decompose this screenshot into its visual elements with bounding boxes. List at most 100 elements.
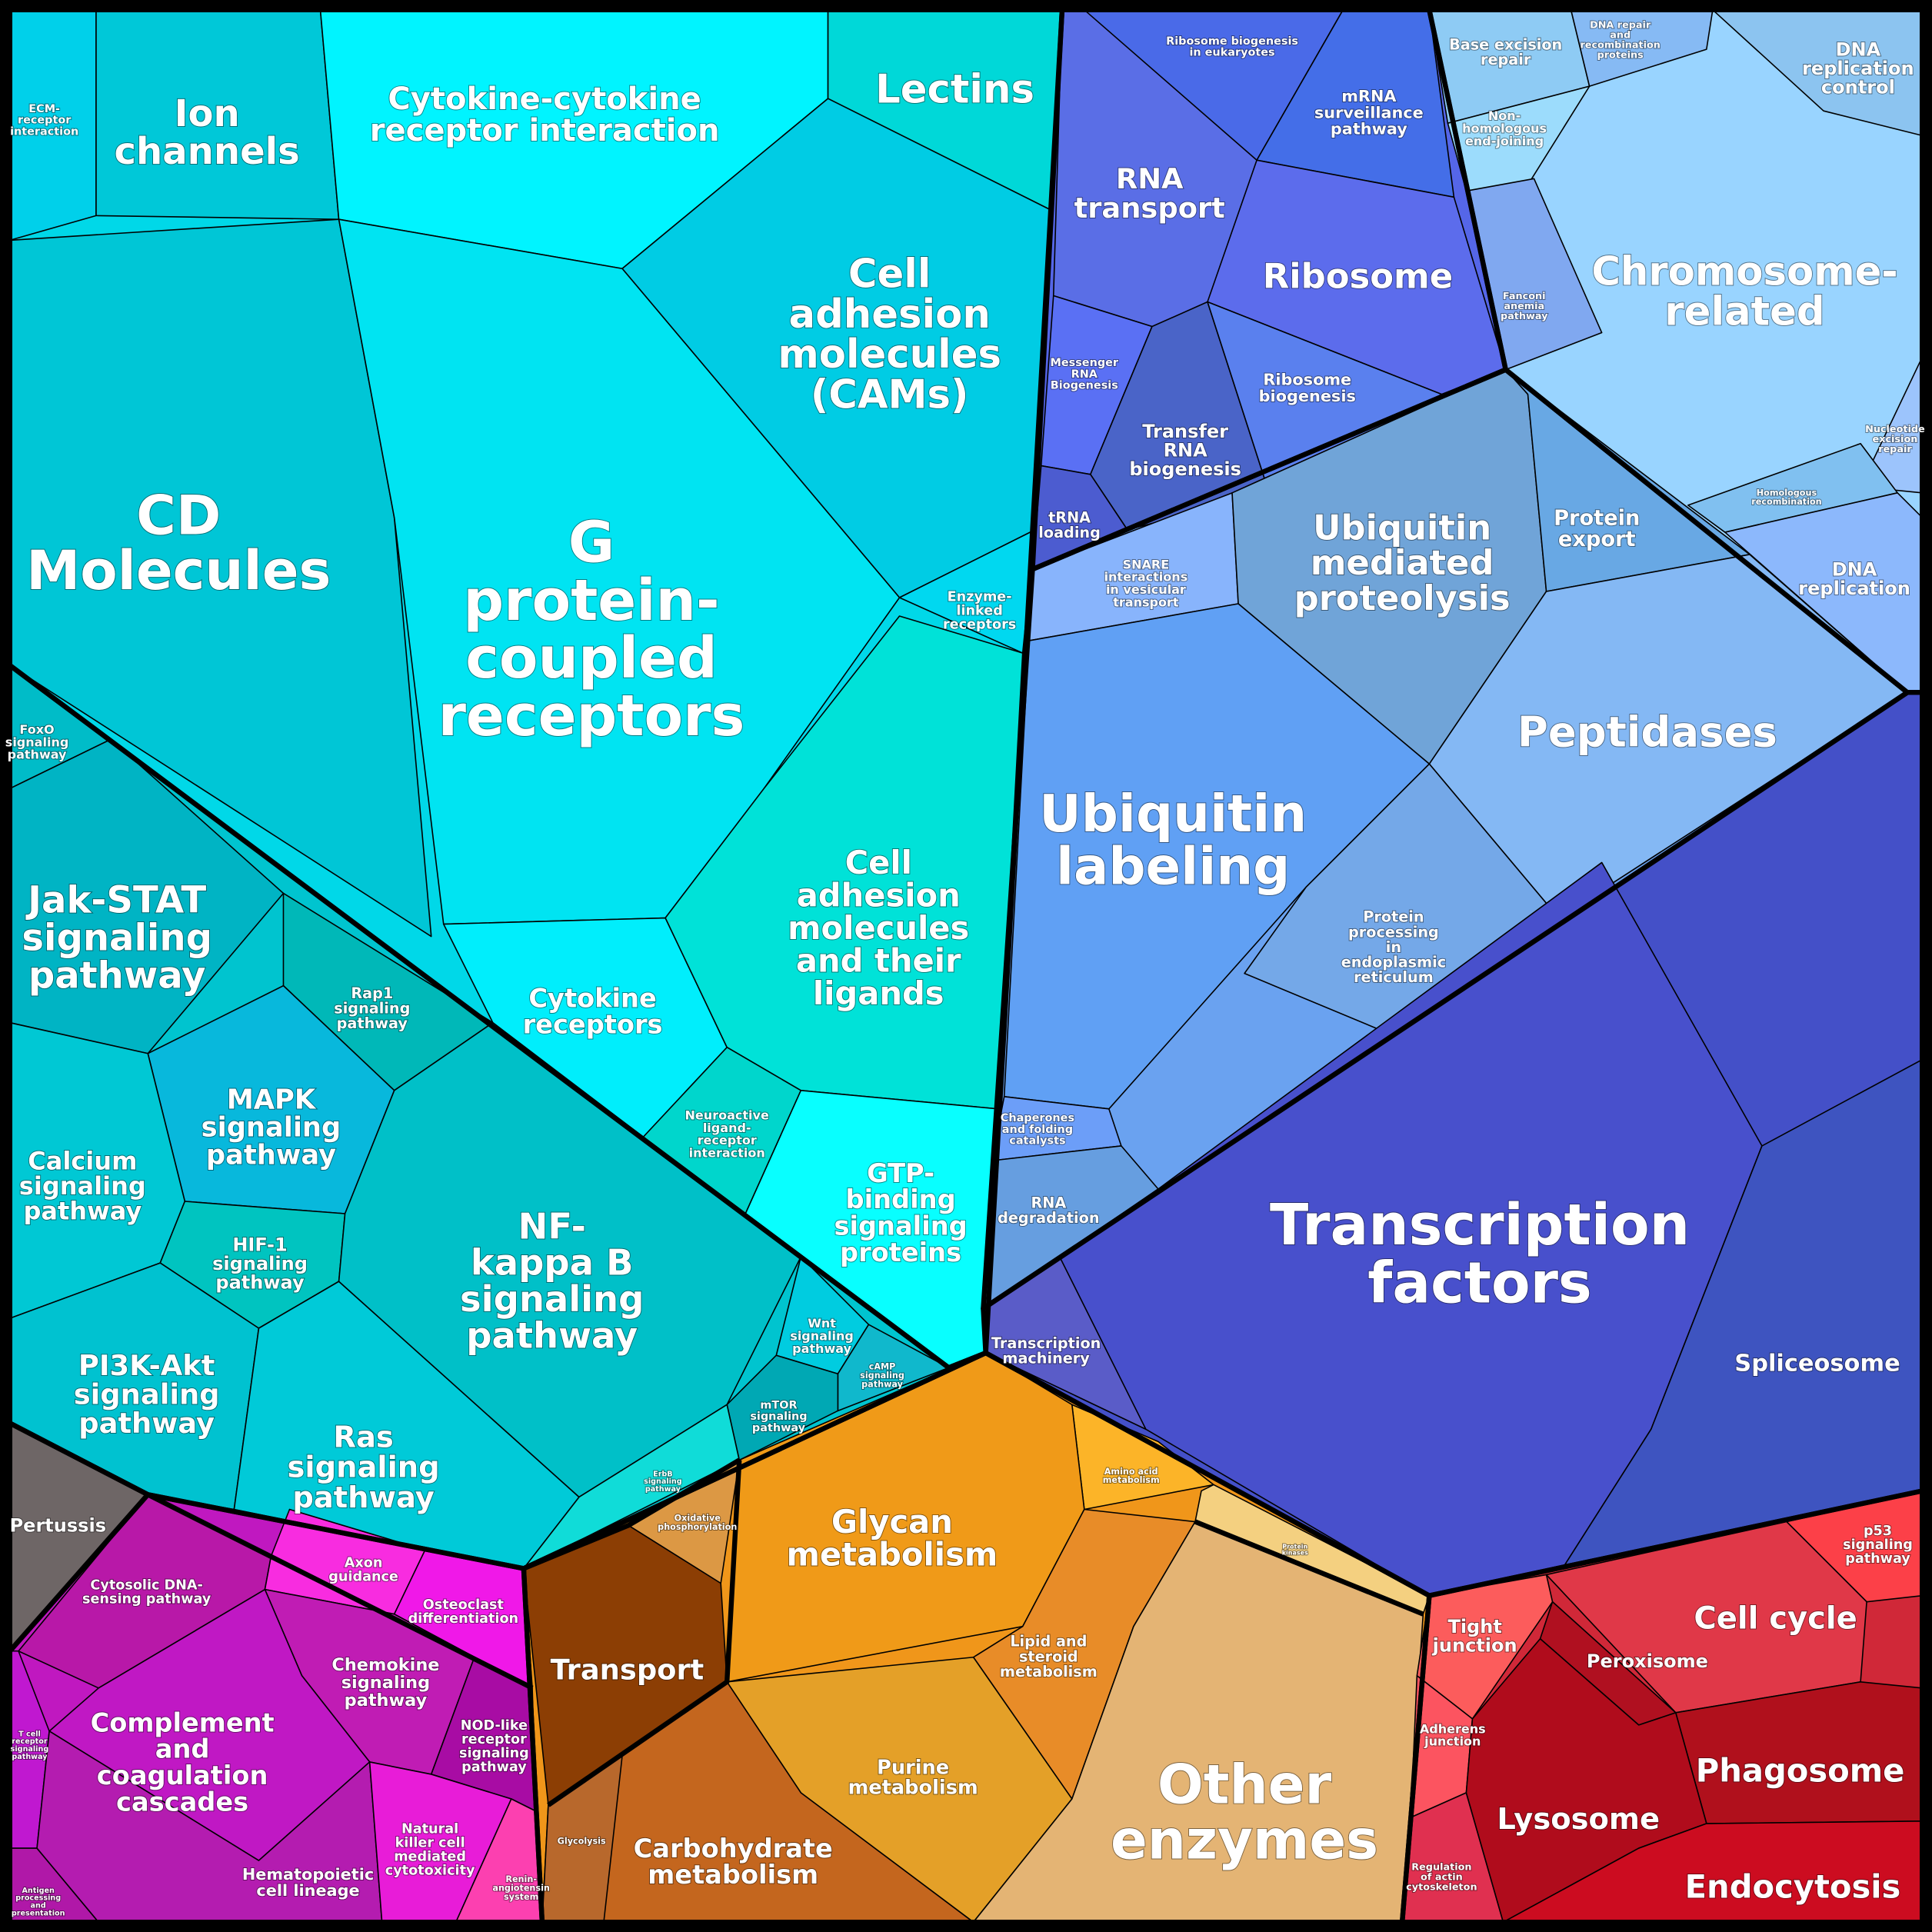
label-foxo: FoxO signaling pathway <box>5 722 69 762</box>
label-line: Cell <box>845 844 912 881</box>
label-line: ligands <box>813 974 944 1012</box>
label-protexp: Protein export <box>1554 506 1640 551</box>
label-line: Chaperones <box>1001 1112 1074 1124</box>
label-line: pathway <box>1501 311 1548 322</box>
label-line: processing <box>15 1894 61 1903</box>
label-line: molecules <box>778 331 1001 378</box>
label-camp: cAMP signaling pathway <box>860 1362 904 1390</box>
label-line: homologous <box>1462 122 1547 136</box>
label-hif: HIF-1 signaling pathway <box>212 1234 308 1293</box>
label-antigen: Antigen processing and presentation <box>12 1887 65 1917</box>
label-line: pathway <box>461 1760 527 1775</box>
label-line: pathway <box>345 1690 428 1710</box>
label-line: receptor <box>12 1737 48 1746</box>
label-ecm: ECM-receptor interaction <box>10 103 78 138</box>
label-axon: Axon guidance <box>328 1556 398 1585</box>
label-dnarepctl: DNA replication control <box>1802 38 1914 98</box>
label-line: biogenesis <box>1259 387 1356 405</box>
label-line: signaling <box>341 1673 430 1693</box>
label-line: Antigen <box>22 1887 55 1895</box>
label-line: NF- <box>518 1205 585 1247</box>
label-line: Carbohydrate <box>634 1834 833 1864</box>
label-line: Axon <box>345 1556 383 1571</box>
label-line: pathway <box>215 1271 305 1293</box>
label-phago: Phagosome <box>1696 1752 1905 1790</box>
label-line: Chemokine <box>331 1655 439 1675</box>
label-line: ligand- <box>703 1121 751 1135</box>
label-line: MAPK <box>227 1084 317 1115</box>
label-line: Protein <box>1363 908 1424 926</box>
label-lectins: Lectins <box>875 66 1034 112</box>
label-line: NOD-like <box>461 1718 528 1734</box>
label-rnadeg: RNA degradation <box>998 1194 1099 1227</box>
label-line: signaling <box>74 1378 220 1411</box>
label-splice: Spliceosome <box>1734 1351 1900 1377</box>
label-line: DNA repair <box>1590 20 1651 32</box>
label-line: metabolism <box>1000 1663 1098 1681</box>
label-line: interactions <box>1104 570 1188 585</box>
label-line: pathway <box>752 1422 806 1434</box>
label-line: Chromosome- <box>1591 248 1897 295</box>
label-tight: Tight junction <box>1432 1616 1517 1657</box>
label-line: replication <box>1802 58 1914 79</box>
label-line: end-joining <box>1465 134 1544 148</box>
label-glycolysis: Glycolysis <box>558 1836 606 1846</box>
label-line: Protein <box>1282 1543 1307 1550</box>
label-line: Regulation <box>1411 1862 1471 1874</box>
label-ber: Base excision repair <box>1449 35 1562 68</box>
label-line: Non- <box>1488 108 1521 123</box>
label-otherenz: Other enzymes <box>1111 1753 1378 1871</box>
label-line: Biogenesis <box>1051 379 1118 391</box>
label-line: catalysts <box>1009 1135 1065 1148</box>
label-ribbio: Ribosome biogenesis <box>1259 371 1356 405</box>
label-line: signaling <box>212 1253 308 1274</box>
label-line: Natural <box>401 1822 458 1837</box>
label-line: Calcium <box>28 1146 137 1175</box>
label-line: kappa B <box>471 1242 634 1284</box>
label-tcell: T cell receptor signaling pathway <box>11 1730 49 1760</box>
label-line: SNARE <box>1123 557 1170 571</box>
label-line: signaling <box>202 1111 341 1143</box>
label-hemato: Hematopoietic cell lineage <box>242 1865 374 1900</box>
label-line: Adherens <box>1420 1721 1486 1736</box>
label-line: signaling <box>860 1371 904 1381</box>
label-transport: Transport <box>551 1654 705 1687</box>
label-line: signaling <box>11 1745 49 1754</box>
label-line: Peroxisome <box>1587 1651 1708 1672</box>
label-chromo: Chromosome-related <box>1591 248 1897 335</box>
label-line: cell lineage <box>256 1881 359 1900</box>
label-dnarepl: DNA replication <box>1798 559 1910 600</box>
label-line: signaling <box>459 1746 529 1761</box>
label-line: Neuroactive <box>685 1108 769 1122</box>
label-line: RNA <box>1116 162 1184 195</box>
label-line: mediated <box>394 1850 466 1865</box>
label-line: cAMP <box>869 1362 896 1372</box>
label-adherens: Adherens junction <box>1420 1721 1486 1748</box>
label-line: Osteoclast <box>423 1597 505 1613</box>
label-line: receptors <box>523 1010 663 1040</box>
label-tf: Transcription factors <box>1270 1193 1690 1316</box>
label-lyso: Lysosome <box>1497 1802 1660 1837</box>
label-erbb: ErbB signaling pathway <box>644 1470 682 1494</box>
label-line: adhesion <box>789 291 991 338</box>
label-p53: p53 signaling pathway <box>1843 1524 1913 1567</box>
label-line: CD <box>136 484 221 547</box>
label-line: of actin <box>1421 1872 1463 1884</box>
label-line: Rap1 <box>351 984 393 1002</box>
label-line: enzymes <box>1111 1808 1378 1871</box>
label-chap: Chaperones and folding catalysts <box>1001 1112 1074 1147</box>
label-line: cytotoxicity <box>385 1864 475 1879</box>
label-line: pathway <box>861 1379 903 1389</box>
label-line: reticulum <box>1354 968 1434 986</box>
label-line: Lipid and <box>1010 1633 1087 1651</box>
label-line: presentation <box>12 1909 65 1917</box>
label-line: binding <box>846 1184 956 1214</box>
label-line: pathway <box>206 1139 336 1171</box>
label-line: Ubiquitin <box>1039 784 1307 844</box>
label-line: Nucleotide <box>1865 424 1925 435</box>
label-line: Phagosome <box>1696 1752 1905 1790</box>
label-line: pathway <box>78 1407 215 1440</box>
label-peptid: Peptidases <box>1517 708 1777 757</box>
label-osteo: Osteoclast differentiation <box>408 1597 518 1627</box>
label-line: coagulation <box>97 1760 268 1790</box>
